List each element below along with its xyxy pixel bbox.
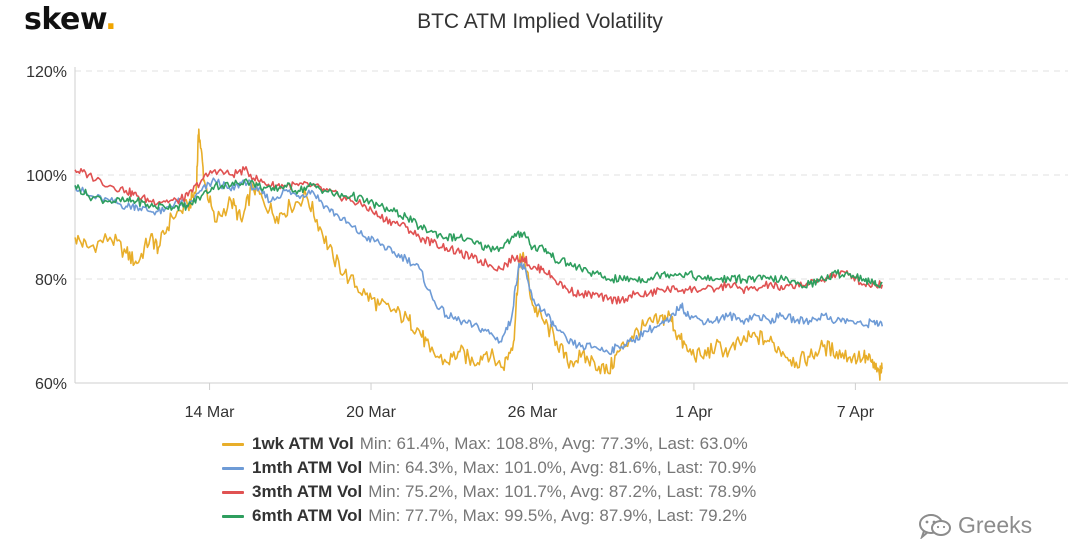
x-tick-label: 14 Mar [185,404,235,421]
tick-labels: 60% 80% 100% 120% 14 Mar 20 Mar 26 Mar 1 Apr 7 A… [26,64,875,421]
legend-series-stats: Min: 61.4%, Max: 108.8%, Avg: 77.3%, Las… [359,434,748,453]
series-line-1 [74,128,884,381]
legend-series-name: 1wk ATM Vol [252,434,354,453]
legend-swatch [222,466,244,470]
legend-item[interactable]: 1mth ATM Vol Min: 64.3%, Max: 101.0%, Avg… [222,456,756,480]
legend-series-stats: Min: 77.7%, Max: 99.5%, Avg: 87.9%, Last… [368,506,747,525]
brand-dot: . [105,2,117,37]
y-tick-label: 80% [35,272,67,289]
legend-series-name: 3mth ATM Vol [252,482,363,501]
series-line-4 [74,178,883,289]
series-line-2 [74,177,884,356]
legend-series-stats: Min: 64.3%, Max: 101.0%, Avg: 81.6%, Las… [368,458,757,477]
legend: 1wk ATM Vol Min: 61.4%, Max: 108.8%, Avg:… [222,432,756,528]
legend-series-name: 6mth ATM Vol [252,506,363,525]
y-tick-label: 60% [35,376,67,393]
series-lines [74,128,884,381]
wechat-icon [919,513,951,539]
watermark: Greeks [918,512,1032,539]
watermark-text: Greeks [958,512,1033,538]
x-tick-label: 20 Mar [346,404,396,421]
y-tick-label: 120% [26,64,67,81]
x-tick-label: 26 Mar [508,404,558,421]
legend-item[interactable]: 3mth ATM Vol Min: 75.2%, Max: 101.7%, Avg… [222,480,756,504]
y-tick-label: 100% [26,168,67,185]
legend-item[interactable]: 6mth ATM Vol Min: 77.7%, Max: 99.5%, Avg:… [222,504,756,528]
legend-swatch [222,442,244,446]
legend-series-stats: Min: 75.2%, Max: 101.7%, Avg: 87.2%, Las… [368,482,757,501]
legend-swatch [222,514,244,518]
legend-series-name: 1mth ATM Vol [252,458,363,477]
x-tick-label: 7 Apr [837,404,875,421]
chart-title: BTC ATM Implied Volatility [417,10,663,33]
grid-lines [75,70,1068,280]
x-tick-label: 1 Apr [675,404,713,421]
legend-item[interactable]: 1wk ATM Vol Min: 61.4%, Max: 108.8%, Avg:… [222,432,756,456]
brand-text: skew [24,2,106,37]
series-line-3 [74,166,884,305]
legend-swatch [222,490,244,494]
skew-logo: skew. [24,2,117,37]
axes [74,67,1068,390]
